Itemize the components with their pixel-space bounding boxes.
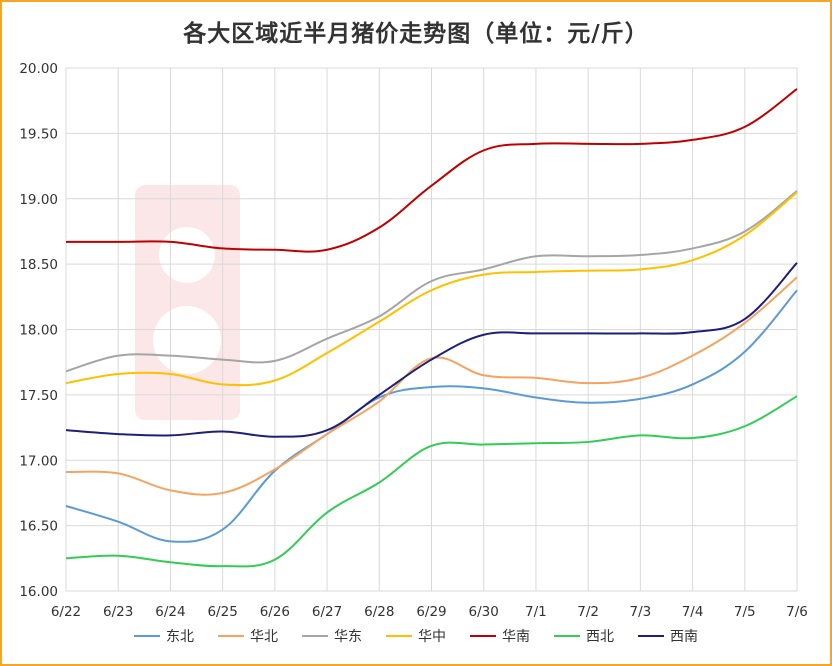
legend-swatch <box>554 635 580 637</box>
series-line-1 <box>65 276 798 496</box>
y-tick-label: 19.00 <box>19 192 58 208</box>
watermark-logo <box>135 185 240 420</box>
x-tick-label: 7/2 <box>577 604 599 620</box>
legend-item-0: 东北 <box>134 626 194 646</box>
y-tick-label: 20.00 <box>19 61 58 77</box>
series-line-6 <box>65 262 798 438</box>
y-tick-label: 19.50 <box>19 126 58 142</box>
x-tick-label: 6/27 <box>312 604 342 620</box>
legend-item-6: 西南 <box>638 626 698 646</box>
legend-swatch <box>470 635 496 637</box>
y-tick-label: 17.00 <box>19 453 58 469</box>
x-tick-label: 7/1 <box>525 604 547 620</box>
legend-label: 华南 <box>502 629 530 645</box>
x-tick-label: 6/26 <box>260 604 290 620</box>
y-tick-label: 16.00 <box>19 584 58 600</box>
chart-title: 各大区域近半月猪价走势图（单位：元/斤） <box>183 21 649 47</box>
y-axis-ticks: 16.00 16.50 17.00 17.50 18.00 18.50 19.00 19.50… <box>19 61 58 600</box>
legend-swatch <box>134 635 160 637</box>
legend-label: 华中 <box>418 629 446 645</box>
x-tick-label: 6/28 <box>364 604 394 620</box>
x-tick-label: 6/25 <box>207 604 237 620</box>
y-tick-label: 18.00 <box>19 323 58 339</box>
y-tick-label: 18.50 <box>19 257 58 273</box>
x-tick-label: 6/23 <box>103 604 133 620</box>
series-line-3 <box>65 191 798 387</box>
grid-lines <box>65 67 798 592</box>
series-line-4 <box>65 88 798 253</box>
legend-item-1: 华北 <box>218 626 278 646</box>
legend-swatch <box>638 635 664 637</box>
legend-item-3: 华中 <box>386 626 446 646</box>
legend-item-5: 西北 <box>554 626 614 646</box>
x-tick-label: 6/24 <box>155 604 185 620</box>
x-tick-label: 6/29 <box>416 604 446 620</box>
legend-item-2: 华东 <box>302 626 362 646</box>
y-tick-label: 16.50 <box>19 519 58 535</box>
y-tick-label: 17.50 <box>19 388 58 404</box>
legend-label: 华北 <box>250 629 278 645</box>
legend-label: 东北 <box>166 629 194 645</box>
x-tick-label: 6/22 <box>51 604 81 620</box>
x-tick-label: 7/3 <box>629 604 651 620</box>
legend-label: 华东 <box>334 629 362 645</box>
x-tick-label: 7/5 <box>734 604 756 620</box>
series-line-5 <box>65 395 798 568</box>
legend-swatch <box>302 635 328 637</box>
x-axis-ticks: 6/22 6/23 6/24 6/25 6/26 6/27 6/28 6/29 6/30 7/1 7… <box>51 604 808 620</box>
legend-label: 西北 <box>586 629 614 645</box>
series-lines <box>65 88 798 568</box>
legend-item-4: 华南 <box>470 626 530 646</box>
x-tick-label: 7/6 <box>786 604 808 620</box>
legend-swatch <box>218 635 244 637</box>
legend-swatch <box>386 635 412 637</box>
series-line-0 <box>65 289 798 543</box>
x-tick-label: 7/4 <box>682 604 704 620</box>
x-tick-label: 6/30 <box>469 604 499 620</box>
series-line-2 <box>65 190 798 373</box>
legend-label: 西南 <box>670 629 698 645</box>
legend: 东北 华北 华东 华中 华南 西北 西南 <box>0 626 832 646</box>
